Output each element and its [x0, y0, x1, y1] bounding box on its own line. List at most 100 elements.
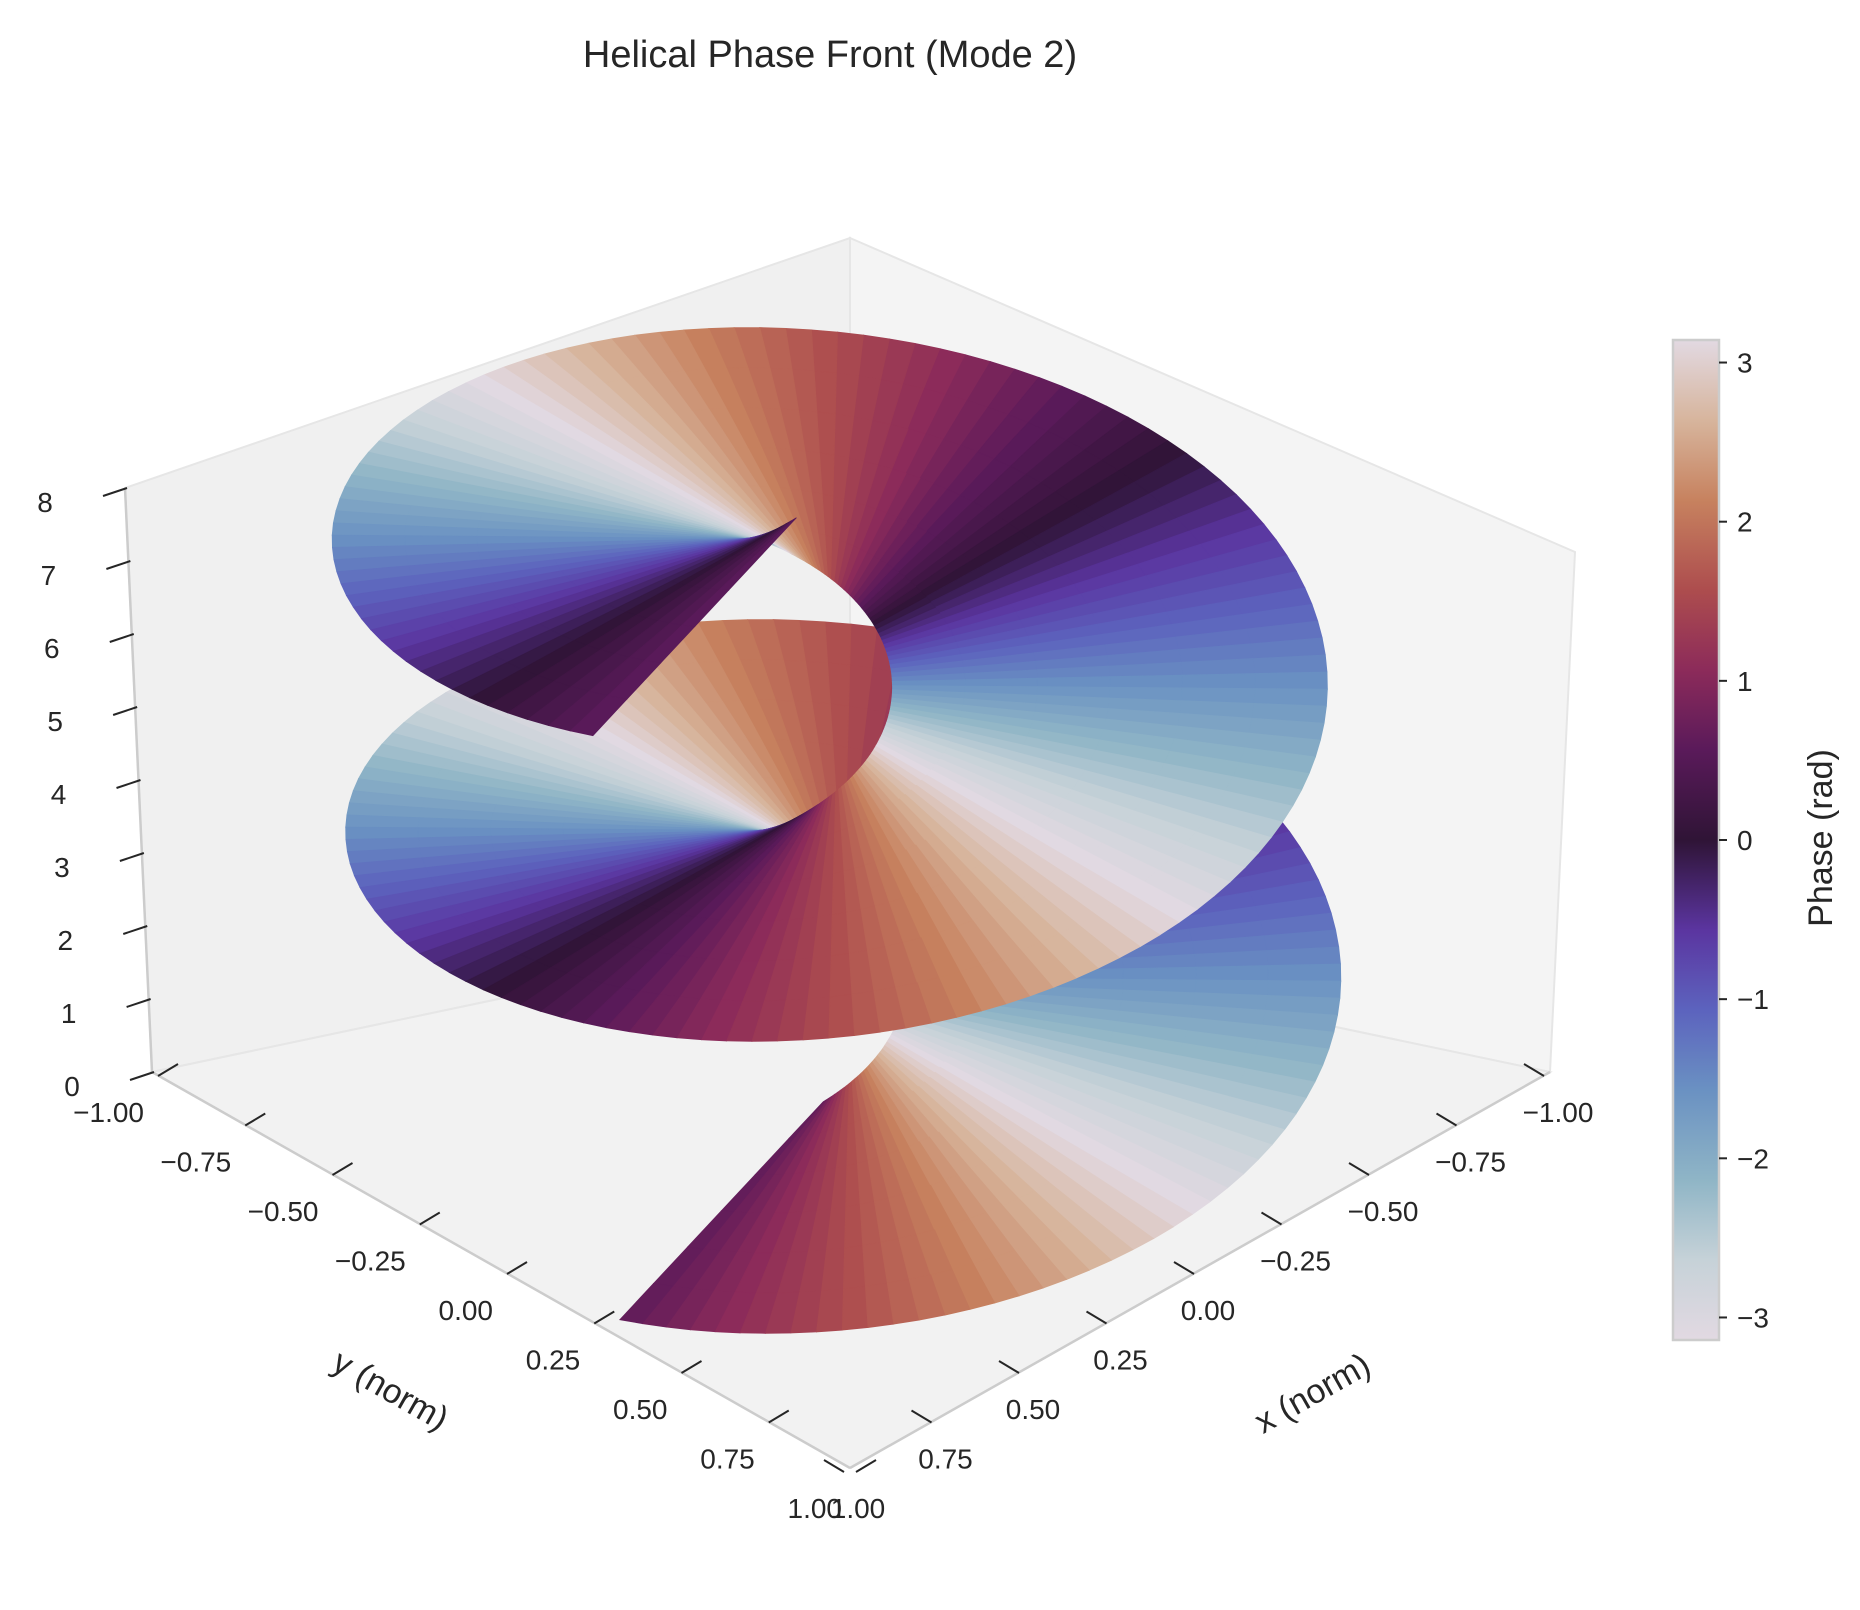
x-tick-mark	[1348, 1162, 1370, 1176]
x-tick-label: −0.75	[1435, 1147, 1506, 1178]
chart-title: Helical Phase Front (Mode 2)	[583, 34, 1077, 76]
surface-facet	[830, 911, 850, 957]
surface-facet	[569, 695, 628, 737]
z-tick-label: 1	[61, 998, 77, 1029]
surface-facet	[827, 662, 851, 707]
surface-facet	[813, 370, 837, 415]
surface-facet	[1036, 676, 1111, 688]
x-axis-label: x (norm)	[1248, 1346, 1377, 1442]
surface-facet	[849, 623, 878, 669]
x-tick-label: −1.00	[1523, 1097, 1594, 1128]
y-tick-mark	[593, 1310, 615, 1325]
colorbar-tick-label: 2	[1737, 507, 1753, 538]
colorbar-body	[1671, 338, 1721, 1342]
y-axis-label: y (norm)	[326, 1343, 455, 1439]
surface-facet	[1122, 966, 1197, 981]
y-tick-label: 1.00	[788, 1493, 843, 1524]
surface-facet	[824, 621, 852, 666]
surface-facet	[828, 993, 856, 1039]
z-tick-label: 5	[47, 706, 63, 737]
x-tick-mark	[1260, 1211, 1283, 1226]
z-tick-label: 6	[44, 633, 60, 664]
x-tick-mark	[823, 1459, 845, 1473]
surface-facet	[1195, 965, 1269, 981]
y-tick-label: −0.50	[248, 1196, 319, 1227]
z-tick-label: 7	[41, 560, 57, 591]
colorbar-tick-label: −1	[1737, 984, 1769, 1015]
x-tick-label: 0.50	[1006, 1394, 1061, 1425]
colorbar-tick-label: 0	[1737, 825, 1753, 856]
y-tick-label: 0.75	[700, 1444, 755, 1475]
y-tick-mark	[157, 1063, 179, 1077]
axis-ticks: −1.00 −0.75 −0.50 −0.25 0.00 0.25 0.50 0.75 1.00…	[37, 487, 1593, 1524]
z-tick-mark	[109, 633, 135, 643]
surface-facet	[895, 982, 932, 1029]
z-tick-label: 0	[64, 1071, 80, 1102]
colorbar-tick-label: 1	[1737, 666, 1753, 697]
y-tick-label: −1.00	[73, 1097, 144, 1128]
x-tick-label: −0.25	[1260, 1246, 1331, 1277]
surface-facet	[816, 411, 836, 456]
surface-facet	[1266, 946, 1341, 966]
x-tick-mark	[1435, 1112, 1458, 1127]
y-tick-label: 0.25	[526, 1345, 581, 1376]
y-tick-label: 0.50	[613, 1394, 668, 1425]
surface-facet	[811, 329, 838, 374]
surface-facet	[964, 677, 1038, 688]
z-tick-label: 2	[57, 925, 73, 956]
y-tick-mark	[768, 1409, 790, 1424]
surface-facet	[1181, 673, 1256, 689]
surface-facet	[802, 996, 831, 1041]
z-tick-mark	[129, 1071, 155, 1081]
y-tick-mark	[680, 1360, 703, 1374]
z-tick-label: 4	[51, 779, 67, 810]
surface-facet	[331, 534, 406, 548]
colorbar-tick-label: −2	[1737, 1143, 1769, 1174]
surface-facet	[842, 1244, 866, 1290]
y-axis-line	[151, 1070, 851, 1470]
surface-facet	[1267, 963, 1342, 982]
surface-facet	[1254, 671, 1328, 690]
x-tick-label: 0.00	[1181, 1295, 1236, 1326]
x-tick-label: −0.50	[1348, 1196, 1419, 1227]
x-tick-mark	[1173, 1261, 1195, 1275]
helical-surface	[331, 327, 1342, 1334]
x-tick-mark	[910, 1409, 933, 1424]
colorbar: 3 2 1 0 −1 −2 −3 Phase (rad)	[1671, 338, 1840, 1342]
y-tick-label: −0.75	[160, 1147, 231, 1178]
y-tick-mark	[331, 1162, 354, 1176]
x-tick-label: 0.25	[1093, 1345, 1148, 1376]
z-tick-mark	[106, 560, 131, 570]
z-tick-mark	[102, 487, 128, 497]
z-tick-label: 8	[37, 487, 53, 518]
surface-facet	[345, 826, 419, 840]
y-tick-mark	[419, 1211, 441, 1226]
z-tick-mark	[116, 779, 141, 789]
z-tick-mark	[122, 925, 148, 935]
surface-facet	[891, 679, 966, 687]
z-tick-mark	[112, 706, 138, 716]
colorbar-label: Phase (rad)	[1802, 749, 1840, 927]
y-tick-mark	[244, 1112, 266, 1127]
x-tick-mark	[1523, 1063, 1545, 1077]
surface-facet	[841, 1285, 869, 1331]
z-tick-mark	[119, 852, 145, 862]
surface-facet	[844, 1203, 864, 1249]
surface-facet	[829, 952, 853, 998]
y-tick-mark	[855, 1459, 877, 1473]
z-tick-label: 3	[54, 852, 70, 883]
y-tick-label: 0.00	[439, 1295, 494, 1326]
x-tick-label: 1.00	[831, 1493, 886, 1524]
y-tick-mark	[506, 1261, 528, 1275]
x-tick-mark	[1085, 1310, 1108, 1325]
y-tick-label: −0.25	[335, 1246, 406, 1277]
surface-facet	[1109, 674, 1183, 689]
x-tick-label: 0.75	[918, 1444, 973, 1475]
surface-facet	[835, 331, 864, 377]
colorbar-tick-label: 3	[1737, 348, 1753, 379]
colorbar-ticks: 3 2 1 0 −1 −2 −3	[1719, 348, 1769, 1333]
surface-facet	[908, 1274, 946, 1321]
colorbar-tick-label: −3	[1737, 1302, 1769, 1333]
x-axis-line	[849, 1070, 1551, 1470]
